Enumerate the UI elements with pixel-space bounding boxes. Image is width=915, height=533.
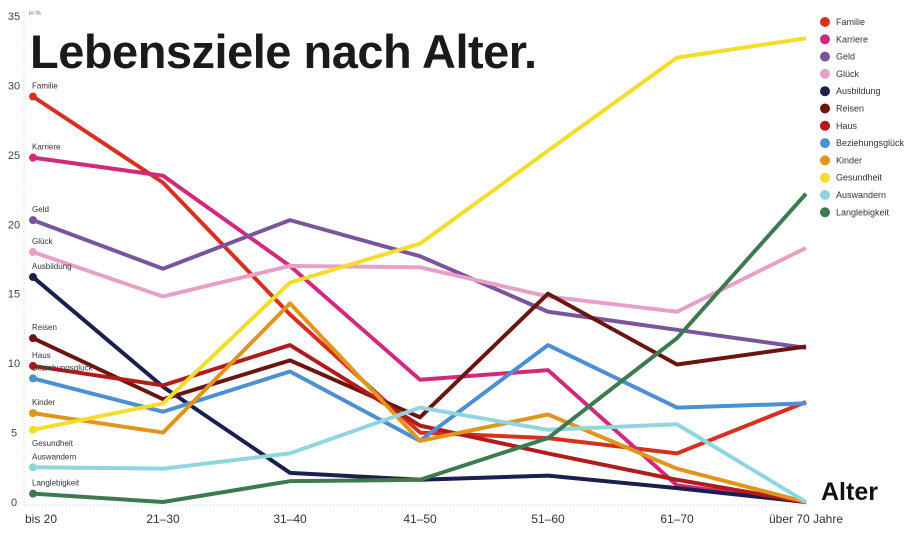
legend-label: Gesundheit [836,173,883,183]
legend-marker [820,34,830,45]
y-tick-label: 15 [8,289,20,301]
series-start-point [29,92,37,101]
y-tick-label: 20 [8,219,20,231]
y-tick-label: 30 [8,80,20,92]
legend-marker [820,68,830,79]
legend-label: Glück [836,69,860,79]
legend-marker [820,207,830,218]
series-label: Karriere [32,143,61,152]
legend-label: Familie [836,17,865,27]
series-glück: Glück [29,237,807,314]
series-label: Reisen [32,323,57,332]
legend-marker [820,103,830,114]
series-gesundheit: Gesundheit [29,36,807,448]
legend-label: Geld [836,52,855,62]
series-label: Langlebigkeit [32,479,80,488]
legend-label: Beziehungsglück [836,138,905,148]
chart-title: Lebensziele nach Alter. [30,25,537,78]
x-tick-label: 41–50 [403,512,437,526]
legend-label: Ausbildung [836,86,881,96]
legend-label: Haus [836,121,858,131]
series-label: Haus [32,351,51,360]
series-line [32,291,807,420]
series-label: Geld [32,205,49,214]
series-line [32,405,808,504]
x-tick-label: bis 20 [25,512,57,526]
series-label: Glück [32,237,53,246]
x-tick-label: über 70 Jahre [769,512,843,526]
series-karriere: Karriere [29,143,807,504]
y-tick-label: 0 [11,497,17,509]
series-line [32,343,807,504]
series-start-point [29,463,37,472]
legend-marker [820,138,830,149]
x-tick-label: 51–60 [531,512,565,526]
series-label: Ausbildung [32,262,72,271]
series-start-point [29,248,37,257]
series-line [32,192,808,504]
series-start-point [29,361,37,370]
series-label: Beziehungsglück [32,363,93,372]
series-auswandern: Auswandern [29,405,808,504]
series-reisen: Reisen [29,291,807,420]
x-axis-label: Alter [821,478,878,506]
series-start-point [29,489,37,498]
series-label: Kinder [32,398,55,407]
legend-marker [820,190,830,200]
legend-label: Karriere [836,34,868,44]
series-start-point [29,409,37,418]
x-tick-label: 61–70 [660,512,694,526]
series-start-point [29,153,37,162]
legend-marker [820,51,830,62]
y-tick-label: 25 [8,150,20,162]
series-start-point [29,374,37,383]
series-familie: Familie [29,82,807,456]
series-start-point [29,273,37,282]
series-line [32,36,807,432]
series-geld: Geld [29,205,807,350]
x-tick-label: 21–30 [146,512,180,526]
series-label: Gesundheit [32,439,74,448]
y-unit-label: in % [29,11,41,17]
series-line [32,246,807,314]
series-line [32,218,807,350]
series-start-point [29,425,37,434]
series-kinder: Kinder [29,301,807,504]
legend-marker [820,86,830,97]
y-tick-label: 35 [8,11,20,23]
legend-marker [820,172,830,183]
y-tick-label: 10 [8,358,20,370]
legend-label: Auswandern [836,190,886,200]
y-tick-label: 5 [11,428,17,440]
series-label: Familie [32,82,58,91]
series-haus: Haus [29,343,807,504]
series-label: Auswandern [32,452,76,461]
legend-label: Kinder [836,155,862,165]
series-line [31,94,807,456]
legend-label: Langlebigkeit [836,207,890,217]
series-start-point [29,334,37,343]
legend-label: Reisen [836,104,864,114]
series-line [32,301,807,504]
legend-marker [820,120,830,131]
series-start-point [29,216,37,225]
series-langlebigkeit: Langlebigkeit [29,192,808,504]
legend-marker [820,17,830,27]
x-tick-label: 31–40 [273,512,307,526]
series-line [32,155,807,504]
legend-marker [820,155,830,166]
